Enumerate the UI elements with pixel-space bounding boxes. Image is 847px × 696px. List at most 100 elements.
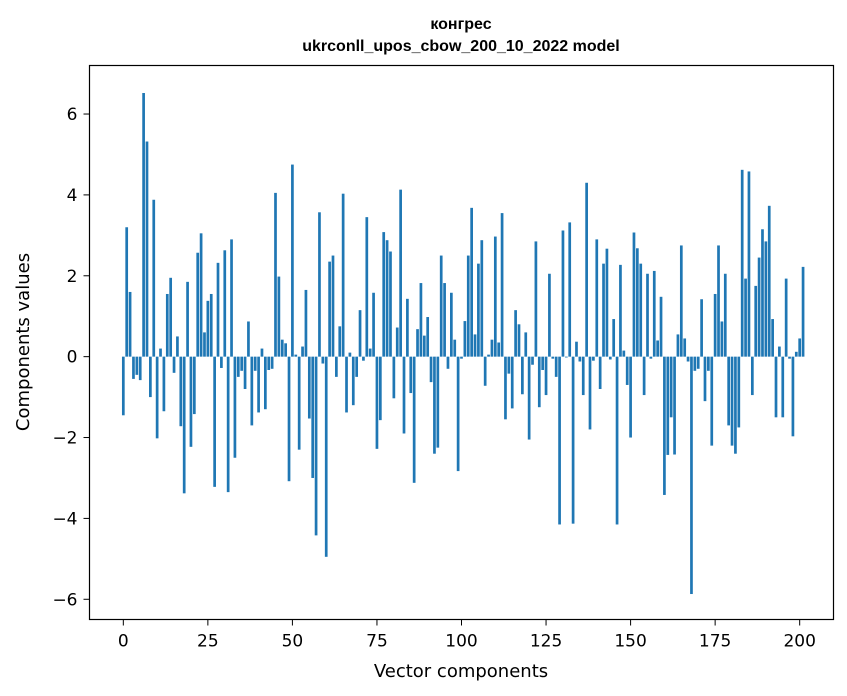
bar <box>179 356 183 427</box>
bar <box>220 356 223 368</box>
bar <box>257 356 260 413</box>
bar <box>487 354 490 357</box>
bar <box>544 356 548 396</box>
bar <box>510 356 514 409</box>
bar <box>270 356 274 369</box>
bar <box>243 356 247 390</box>
bar <box>402 356 406 434</box>
bar <box>757 257 761 357</box>
bar <box>504 356 507 420</box>
bar <box>608 356 612 360</box>
x-tick-label: 150 <box>614 632 646 652</box>
bar <box>686 356 690 362</box>
bar <box>497 342 501 357</box>
bar <box>138 356 142 381</box>
bar <box>274 192 277 357</box>
bar <box>507 356 511 374</box>
bar <box>558 356 561 525</box>
bar <box>169 277 173 357</box>
bar <box>206 300 210 357</box>
bar <box>389 251 392 357</box>
bar <box>493 236 497 357</box>
bar <box>236 356 240 377</box>
bar <box>477 263 480 357</box>
bar <box>230 239 233 357</box>
bar <box>121 356 125 416</box>
bar <box>297 356 301 450</box>
bar <box>450 292 453 357</box>
bar <box>490 339 494 357</box>
bar <box>267 356 271 370</box>
bar <box>710 356 714 446</box>
x-tick-label: 50 <box>282 632 304 652</box>
bar <box>135 356 139 375</box>
bar <box>561 230 565 357</box>
bar <box>646 273 649 357</box>
bar <box>429 356 433 383</box>
bar <box>690 356 693 595</box>
y-tick-label: 6 <box>67 105 78 125</box>
bar <box>172 356 176 373</box>
bar <box>696 356 700 369</box>
chart-subtitle: ukrconll_upos_cbow_200_10_2022 model <box>302 38 619 55</box>
bar <box>250 356 254 426</box>
x-tick-label: 200 <box>783 632 815 652</box>
bar <box>355 356 359 377</box>
bar <box>203 332 206 357</box>
x-tick-label: 75 <box>366 632 388 652</box>
x-tick-label: 175 <box>699 632 731 652</box>
bar <box>460 356 463 359</box>
bar <box>125 227 129 357</box>
bar <box>632 232 636 357</box>
bar <box>189 356 193 447</box>
bar <box>771 319 774 357</box>
bar <box>673 356 676 455</box>
y-tick-label: −6 <box>52 590 77 610</box>
bar <box>480 240 484 357</box>
bar <box>439 255 443 357</box>
bar <box>209 293 213 357</box>
bar <box>527 356 531 440</box>
bar <box>280 339 284 357</box>
bar <box>727 356 731 426</box>
bar <box>395 327 399 357</box>
x-axis-label: Vector components <box>374 661 548 682</box>
bar <box>406 298 409 357</box>
bar <box>294 354 298 357</box>
bar <box>247 321 250 357</box>
bar <box>703 356 707 402</box>
bar <box>778 346 781 357</box>
bar <box>318 212 321 357</box>
bar <box>345 356 348 413</box>
bar <box>433 356 436 454</box>
bar <box>382 232 386 357</box>
bar <box>636 248 639 357</box>
bar <box>524 332 528 357</box>
bar <box>368 348 372 357</box>
x-axis: 0 25 50 75 100 125 150 175 200 <box>118 619 816 652</box>
bar <box>548 273 551 357</box>
bar <box>717 245 720 357</box>
y-tick-label: 0 <box>67 348 78 368</box>
bar <box>311 356 315 478</box>
bar <box>277 276 281 357</box>
y-tick-label: −2 <box>52 429 77 449</box>
bar <box>223 250 227 357</box>
bar <box>622 350 626 357</box>
bar <box>213 356 216 487</box>
bar <box>264 356 267 410</box>
bar <box>307 356 311 419</box>
bar <box>723 273 727 357</box>
bar <box>564 356 568 358</box>
bar <box>801 266 805 357</box>
bar <box>666 356 670 455</box>
bar <box>216 262 220 357</box>
bar <box>470 207 473 357</box>
bar <box>385 240 389 357</box>
bar <box>521 356 524 395</box>
y-axis-label: Components values <box>13 253 34 431</box>
bar <box>176 336 179 357</box>
bar <box>253 356 257 371</box>
bar <box>456 356 460 472</box>
bar <box>747 171 751 357</box>
